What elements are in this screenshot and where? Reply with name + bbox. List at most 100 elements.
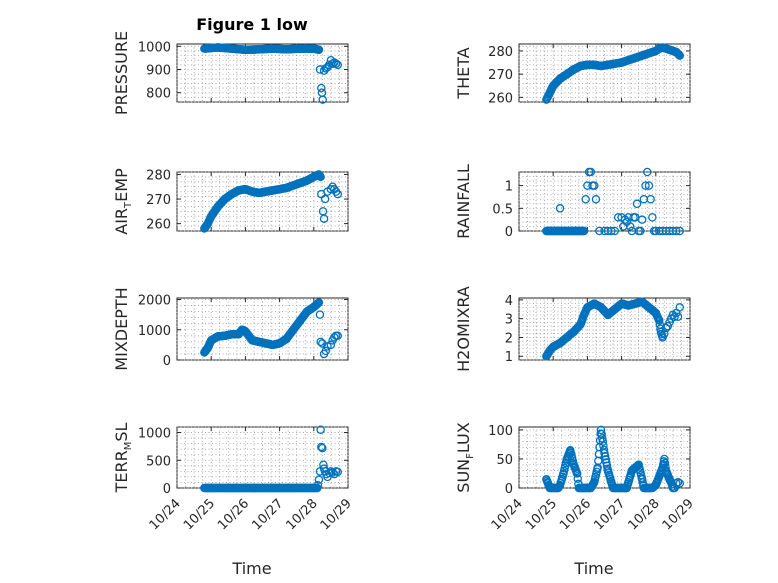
figure-title: Figure 1 low [196, 15, 308, 34]
data-point [317, 83, 326, 93]
subplot-air-temp: 260 270 280 AIRTEMP [112, 168, 349, 235]
y-tick-label: 2000 [138, 294, 171, 309]
y-axis-label: TERRMSL [112, 423, 134, 494]
data-point [331, 187, 341, 196]
data-point [675, 479, 684, 488]
data-point [326, 340, 336, 350]
data-point [326, 184, 336, 194]
data-point [654, 316, 664, 325]
data-point [317, 442, 326, 452]
data-point [320, 194, 330, 204]
y-tick-label: 1 [505, 350, 513, 365]
data-point [328, 59, 337, 68]
data-point [641, 181, 650, 190]
data-point [632, 199, 642, 209]
y-tick-label: 2 [505, 331, 513, 346]
subplot-pressure: 800 900 1000 PRESSURE [112, 31, 349, 115]
y-tick-label: 280 [146, 168, 171, 183]
y-tick-label: 4 [505, 294, 513, 309]
data-point [581, 194, 590, 204]
data-point [646, 194, 655, 204]
data-point [315, 310, 325, 319]
data-point [648, 213, 657, 222]
y-axis-label-part: LUX [454, 422, 473, 453]
subplot-mixdepth: 0 1000 2000 MIXDEPTH [112, 287, 349, 371]
data-point [610, 226, 620, 236]
data-point [321, 346, 331, 356]
subplot-rainfall: 0 0.5 1 RAINFALL [454, 164, 691, 240]
y-axis-label-part: SUN [454, 459, 473, 493]
data-point [600, 448, 609, 458]
y-axis-label-part: M [123, 442, 134, 451]
y-tick-label: 50 [496, 453, 513, 468]
y-tick-label: 1 [505, 180, 513, 195]
y-axis-label-part: T [123, 201, 134, 209]
y-tick-label: 100 [488, 424, 513, 439]
y-tick-label: 0 [163, 354, 171, 369]
x-tick-label: 10/28 [284, 496, 321, 533]
y-tick-label: 1000 [138, 427, 171, 442]
data-point [316, 172, 325, 182]
data-point [589, 181, 599, 190]
data-point [591, 194, 601, 204]
data-point [333, 60, 342, 70]
data-point [675, 51, 684, 60]
data-point [315, 65, 325, 74]
data-point [595, 226, 604, 236]
data-point [675, 303, 684, 312]
y-axis-label-part: EMP [112, 168, 131, 202]
x-tick-label: 10/24 [489, 496, 526, 533]
y-tick-label: 0.5 [492, 202, 513, 217]
data-point [333, 467, 342, 477]
x-axis-label-right: Time [573, 559, 613, 578]
data-point [599, 445, 609, 455]
y-axis-label-part: MIXDEPTH [112, 287, 131, 370]
y-tick-label: 3 [505, 313, 513, 328]
y-tick-label: 500 [146, 454, 171, 469]
data-point [636, 226, 645, 236]
y-tick-label: 1000 [138, 40, 171, 55]
x-tick-label: 10/25 [523, 496, 560, 533]
data-point [572, 469, 582, 478]
y-axis-label: AIRTEMP [112, 168, 134, 235]
y-axis-label: PRESSURE [112, 31, 131, 115]
y-tick-label: 1000 [138, 324, 171, 339]
subplot-h2omixra: 1 2 3 4 H2OMIXRA [454, 286, 691, 372]
data-point [314, 475, 324, 484]
data-point [579, 226, 589, 236]
data-point [314, 45, 324, 55]
y-axis-label: RAINFALL [454, 164, 473, 239]
x-tick-label: 10/29 [318, 496, 355, 533]
y-axis-label: SUNFLUX [454, 422, 476, 492]
y-axis-label-part: AIR [112, 208, 131, 235]
y-tick-label: 0 [505, 225, 513, 240]
y-axis-label-part: RAINFALL [454, 164, 473, 239]
y-axis-label: H2OMIXRA [454, 286, 473, 372]
data-point [573, 474, 583, 483]
data-point [313, 480, 323, 490]
x-tick-label: 10/26 [215, 496, 252, 533]
y-axis-label-part: F [465, 453, 476, 459]
y-axis-label-part: SL [112, 423, 131, 442]
y-tick-label: 0 [163, 482, 171, 497]
data-point [625, 222, 635, 231]
data-point [318, 95, 327, 104]
y-axis-label: THETA [454, 47, 473, 99]
data-point [318, 443, 327, 453]
y-axis-label-part: PRESSURE [112, 31, 131, 115]
x-tick-label: 10/25 [181, 496, 218, 533]
y-tick-label: 0 [505, 482, 513, 497]
data-point [675, 226, 684, 236]
axes-box [176, 426, 349, 489]
y-axis-label: MIXDEPTH [112, 287, 131, 370]
y-axis-label-part: TERR [112, 450, 131, 493]
axes-box [518, 171, 691, 232]
y-axis-label-part: H2OMIXRA [454, 286, 473, 372]
subplot-theta: 260 270 280 THETA [454, 43, 691, 106]
data-point [637, 475, 647, 484]
y-axis-label-part: THETA [454, 47, 473, 99]
axes-box [176, 297, 349, 361]
y-tick-label: 260 [146, 218, 171, 233]
